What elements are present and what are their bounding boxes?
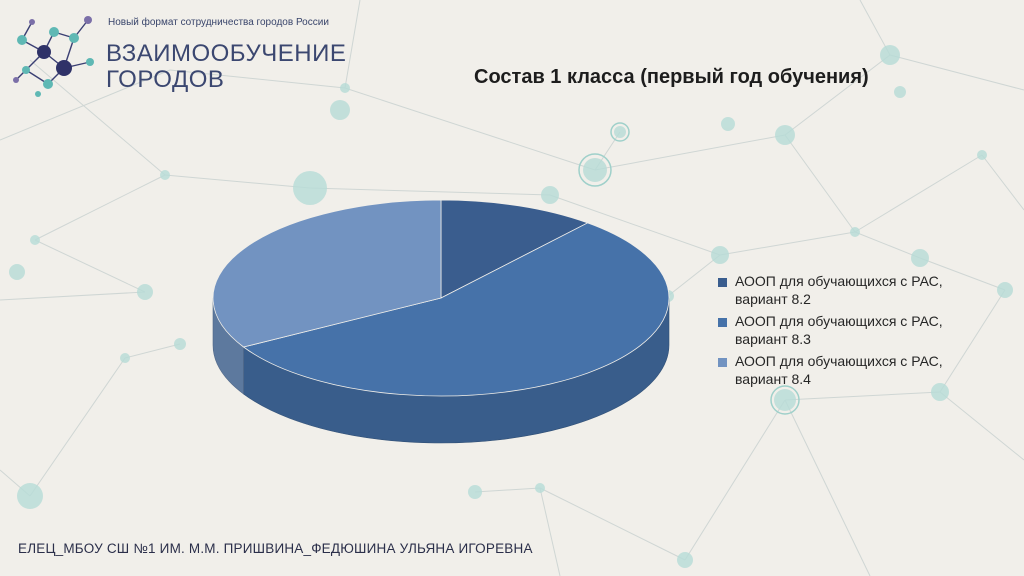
legend-swatch — [718, 358, 727, 367]
pie-slice-1 — [440, 199, 589, 299]
legend-item: АООП для обучающихся с РАС, вариант 8.2 — [718, 272, 998, 308]
legend-item: АООП для обучающихся с РАС, вариант 8.4 — [718, 352, 998, 388]
legend-swatch — [718, 278, 727, 287]
legend-swatch — [718, 318, 727, 327]
slide-footer: ЕЛЕЦ_МБОУ СШ №1 ИМ. М.М. ПРИШВИНА_ФЕДЮШИ… — [18, 541, 533, 556]
chart-legend: АООП для обучающихся с РАС, вариант 8.2 А… — [718, 272, 998, 392]
pie-slice-2 — [242, 222, 670, 397]
tagline: Новый формат сотрудничества городов Росс… — [108, 17, 329, 28]
pie-slice-3 — [212, 199, 442, 348]
brand-line-2: ГОРОДОВ — [106, 66, 225, 93]
legend-item: АООП для обучающихся с РАС, вариант 8.3 — [718, 312, 998, 348]
slide-title: Состав 1 класса (первый год обучения) — [474, 66, 869, 88]
logo-molecule-icon — [13, 16, 94, 97]
brand-line-1: ВЗАИМООБУЧЕНИЕ — [106, 40, 347, 67]
legend-label: АООП для обучающихся с РАС, вариант 8.2 — [735, 273, 943, 307]
pie-chart — [212, 199, 670, 444]
legend-label: АООП для обучающихся с РАС, вариант 8.4 — [735, 353, 943, 387]
legend-label: АООП для обучающихся с РАС, вариант 8.3 — [735, 313, 943, 347]
